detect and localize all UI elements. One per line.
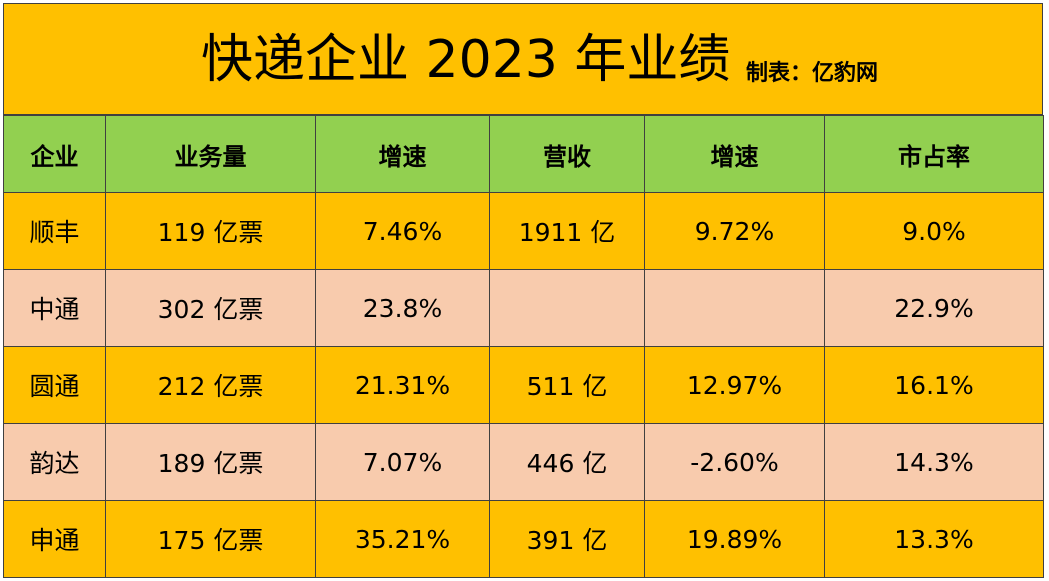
performance-sheet: 快递企业 2023 年业绩 制表：亿豹网 企业 业务量 增速 营收 增速 市占率… [3,3,1044,578]
cell-revenue-growth [644,269,825,347]
cell-volume: 189 亿票 [105,423,316,501]
cell-volume: 175 亿票 [105,500,316,578]
sheet-title: 快递企业 2023 年业绩 [201,30,731,90]
title-banner: 快递企业 2023 年业绩 制表：亿豹网 [3,3,1043,115]
cell-revenue: 511 亿 [489,346,645,424]
cell-volume-growth: 21.31% [315,346,490,424]
cell-volume-growth: 23.8% [315,269,490,347]
cell-revenue [489,269,645,347]
header-volume: 业务量 [105,115,316,193]
header-market-share: 市占率 [824,115,1044,193]
table-row: 韵达 189 亿票 7.07% 446 亿 -2.60% 14.3% [3,423,1044,501]
cell-market-share: 9.0% [824,192,1044,270]
cell-market-share: 13.3% [824,500,1044,578]
cell-revenue: 391 亿 [489,500,645,578]
cell-market-share: 14.3% [824,423,1044,501]
header-company: 企业 [3,115,106,193]
cell-company: 顺丰 [3,192,106,270]
cell-volume-growth: 35.21% [315,500,490,578]
table-row: 顺丰 119 亿票 7.46% 1911 亿 9.72% 9.0% [3,192,1044,270]
cell-volume: 119 亿票 [105,192,316,270]
cell-revenue-growth: -2.60% [644,423,825,501]
cell-market-share: 16.1% [824,346,1044,424]
table-row: 圆通 212 亿票 21.31% 511 亿 12.97% 16.1% [3,346,1044,424]
cell-company: 韵达 [3,423,106,501]
cell-market-share: 22.9% [824,269,1044,347]
cell-volume-growth: 7.46% [315,192,490,270]
cell-revenue: 446 亿 [489,423,645,501]
table-row: 中通 302 亿票 23.8% 22.9% [3,269,1044,347]
cell-company: 申通 [3,500,106,578]
header-revenue-growth: 增速 [644,115,825,193]
cell-company: 中通 [3,269,106,347]
cell-revenue-growth: 19.89% [644,500,825,578]
cell-volume: 302 亿票 [105,269,316,347]
sheet-credit: 制表：亿豹网 [746,61,879,86]
cell-revenue-growth: 9.72% [644,192,825,270]
header-volume-growth: 增速 [315,115,490,193]
table-row: 申通 175 亿票 35.21% 391 亿 19.89% 13.3% [3,500,1044,578]
performance-table: 企业 业务量 增速 营收 增速 市占率 顺丰 119 亿票 7.46% 1911… [3,115,1044,578]
cell-company: 圆通 [3,346,106,424]
cell-volume-growth: 7.07% [315,423,490,501]
table-header-row: 企业 业务量 增速 营收 增速 市占率 [3,115,1044,193]
cell-revenue-growth: 12.97% [644,346,825,424]
cell-revenue: 1911 亿 [489,192,645,270]
header-revenue: 营收 [489,115,645,193]
cell-volume: 212 亿票 [105,346,316,424]
